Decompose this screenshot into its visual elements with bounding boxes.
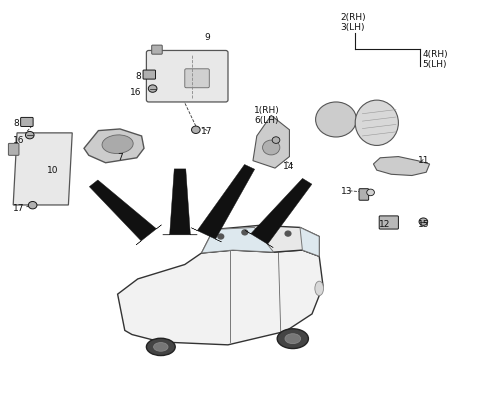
FancyBboxPatch shape xyxy=(152,45,162,54)
Polygon shape xyxy=(245,178,312,248)
Ellipse shape xyxy=(146,338,175,356)
Polygon shape xyxy=(373,157,430,176)
Ellipse shape xyxy=(285,334,300,344)
Polygon shape xyxy=(191,164,255,242)
Ellipse shape xyxy=(315,281,324,296)
Text: 11: 11 xyxy=(418,156,429,165)
Text: 8: 8 xyxy=(136,72,142,81)
Circle shape xyxy=(28,201,37,209)
Polygon shape xyxy=(163,169,197,235)
FancyBboxPatch shape xyxy=(185,69,209,88)
Text: 9: 9 xyxy=(204,33,210,42)
Text: 4(RH)
5(LH): 4(RH) 5(LH) xyxy=(422,50,448,70)
Circle shape xyxy=(367,189,374,196)
Polygon shape xyxy=(118,250,323,345)
Polygon shape xyxy=(300,227,319,256)
Ellipse shape xyxy=(277,329,309,349)
Ellipse shape xyxy=(316,102,356,137)
Text: 8: 8 xyxy=(13,119,19,128)
Polygon shape xyxy=(202,227,274,253)
Circle shape xyxy=(148,85,157,92)
Text: 12: 12 xyxy=(379,220,391,229)
Text: 13: 13 xyxy=(341,187,352,196)
Text: 7: 7 xyxy=(118,153,123,162)
Text: 10: 10 xyxy=(47,166,59,176)
Text: 14: 14 xyxy=(283,162,295,171)
Ellipse shape xyxy=(102,135,133,154)
Polygon shape xyxy=(84,129,144,163)
Text: 16: 16 xyxy=(13,136,25,145)
FancyBboxPatch shape xyxy=(143,70,156,79)
FancyBboxPatch shape xyxy=(21,117,33,126)
Circle shape xyxy=(272,137,280,143)
Text: 1(RH)
6(LH): 1(RH) 6(LH) xyxy=(254,105,280,125)
Circle shape xyxy=(285,231,291,236)
Polygon shape xyxy=(13,133,72,205)
Ellipse shape xyxy=(154,343,168,351)
Text: 16: 16 xyxy=(130,88,142,97)
Circle shape xyxy=(263,140,280,155)
Text: 2(RH)
3(LH): 2(RH) 3(LH) xyxy=(340,13,366,33)
Polygon shape xyxy=(253,115,289,168)
Ellipse shape xyxy=(355,100,398,145)
Circle shape xyxy=(192,126,200,133)
Text: 15: 15 xyxy=(418,220,429,229)
FancyBboxPatch shape xyxy=(359,189,369,200)
FancyBboxPatch shape xyxy=(379,216,398,229)
Circle shape xyxy=(218,234,224,239)
Circle shape xyxy=(419,218,428,225)
Text: 17: 17 xyxy=(13,204,25,213)
Circle shape xyxy=(263,230,268,235)
Circle shape xyxy=(25,131,34,139)
Polygon shape xyxy=(202,225,319,256)
Text: 17: 17 xyxy=(201,127,212,136)
Polygon shape xyxy=(89,180,161,245)
FancyBboxPatch shape xyxy=(9,143,19,155)
FancyBboxPatch shape xyxy=(146,51,228,102)
Circle shape xyxy=(242,230,248,235)
